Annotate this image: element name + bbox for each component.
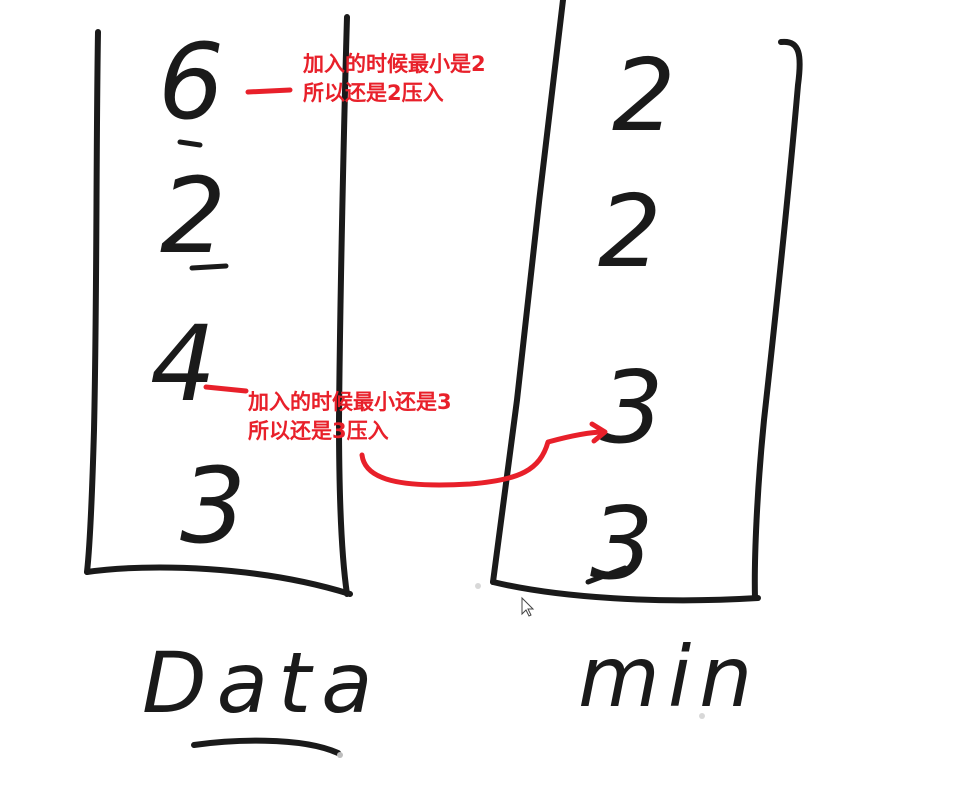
data-label-underline [191, 737, 341, 756]
data-item-3: 4 [150, 303, 216, 425]
mouse-pointer-icon [521, 596, 535, 617]
min-item-2: 2 [598, 173, 662, 290]
stray-dot [475, 583, 481, 589]
min-label: min [578, 628, 760, 726]
data-item-4: 3 [180, 445, 246, 567]
annotation-2-arrow [359, 429, 607, 488]
annotation-2: 加入的时候最小还是3 所以还是3压入 [248, 388, 452, 446]
annotation-1: 加入的时候最小是2 所以还是2压入 [303, 50, 486, 108]
stray-dot [337, 752, 343, 758]
annotation-1-line1: 加入的时候最小是2 [303, 52, 486, 76]
data-item-2: 2 [160, 155, 226, 277]
min-stack-container [490, 0, 803, 604]
data-stack-container [84, 14, 353, 597]
data-label: Data [142, 634, 383, 732]
data-stack-items: 6 2 4 3 [150, 21, 246, 567]
min-stack-items: 2 2 3 3 [590, 37, 676, 602]
stack-labels: Data min [142, 628, 760, 732]
min-item-4: 3 [590, 485, 654, 602]
min-item-1: 2 [612, 37, 676, 154]
annotation-1-line2: 所以还是2压入 [303, 81, 444, 105]
data-item-1: 6 [158, 21, 224, 143]
arrow-head-icon [589, 421, 608, 444]
annotation-1-pointer [245, 87, 293, 95]
min-mark [585, 565, 628, 585]
annotation-2-pointer [203, 384, 249, 394]
annotation-2-line2: 所以还是3压入 [248, 419, 389, 443]
data-mark-2 [189, 263, 229, 271]
data-mark-1 [177, 139, 203, 148]
stray-dot [699, 713, 705, 719]
annotation-2-line1: 加入的时候最小还是3 [248, 390, 452, 414]
min-item-3: 3 [600, 349, 664, 466]
